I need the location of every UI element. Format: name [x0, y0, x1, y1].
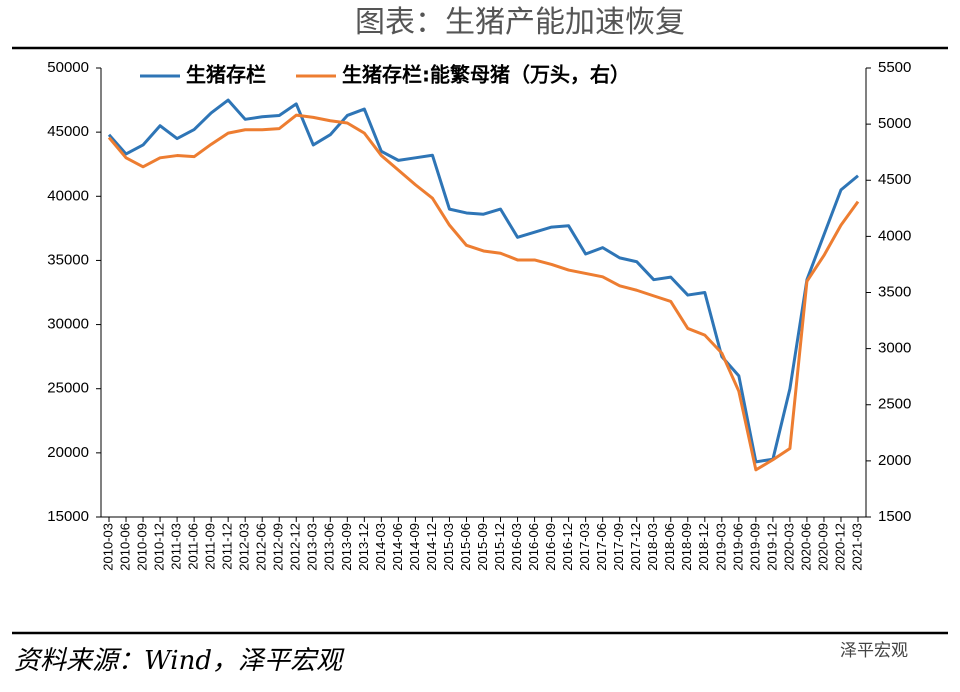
- x-tick-label: 2018-06: [662, 523, 677, 571]
- y2-tick-label: 3500: [878, 283, 911, 300]
- chart-title: 图表：生猪产能加速恢复: [355, 5, 685, 40]
- legend-label: 生猪存栏:能繁母猪（万头，右）: [342, 63, 630, 87]
- x-tick-label: 2015-03: [441, 523, 456, 571]
- x-tick-label: 2019-03: [713, 523, 728, 571]
- x-tick-label: 2016-06: [526, 523, 541, 571]
- y-tick-label: 40000: [47, 187, 89, 204]
- x-tick-label: 2017-09: [611, 523, 626, 571]
- y-tick-label: 35000: [47, 251, 89, 268]
- x-tick-label: 2019-12: [764, 523, 779, 571]
- x-tick-label: 2020-12: [832, 523, 847, 571]
- x-tick-label: 2018-03: [645, 523, 660, 571]
- x-tick-label: 2016-09: [543, 523, 558, 571]
- source: 资料来源：Wind，泽平宏观: [14, 646, 345, 676]
- x-tick-label: 2014-06: [390, 523, 405, 571]
- x-tick-label: 2012-12: [288, 523, 303, 571]
- y2-tick-label: 4500: [878, 171, 911, 188]
- x-tick-label: 2011-09: [203, 523, 218, 570]
- x-tick-label: 2016-03: [509, 523, 524, 571]
- x-tick-label: 2013-06: [322, 523, 337, 571]
- y2-tick-label: 2500: [878, 396, 911, 413]
- x-tick-label: 2014-09: [407, 523, 422, 571]
- x-tick-label: 2011-12: [220, 523, 235, 570]
- x-tick-label: 2011-06: [186, 523, 201, 570]
- x-tick-label: 2017-12: [628, 523, 643, 571]
- y2-tick-label: 1500: [878, 508, 911, 525]
- y2-tick-label: 3000: [878, 340, 911, 357]
- y-tick-label: 15000: [47, 508, 89, 525]
- x-tick-label: 2012-09: [271, 523, 286, 571]
- x-tick-label: 2013-03: [305, 523, 320, 571]
- x-tick-label: 2016-12: [560, 523, 575, 571]
- x-tick-label: 2021-03: [849, 523, 864, 571]
- y-tick-label: 20000: [47, 444, 89, 461]
- y-tick-label: 25000: [47, 380, 89, 397]
- y2-tick-label: 4000: [878, 227, 911, 244]
- x-tick-label: 2019-06: [730, 523, 745, 571]
- x-tick-label: 2010-12: [152, 523, 167, 571]
- y2-tick-label: 5500: [878, 59, 911, 76]
- x-tick-label: 2010-06: [117, 523, 132, 571]
- x-tick-label: 2012-03: [237, 523, 252, 571]
- x-tick-label: 2013-09: [339, 523, 354, 571]
- series-line: [107, 113, 860, 472]
- x-tick-label: 2014-03: [373, 523, 388, 571]
- y2-tick-label: 5000: [878, 115, 911, 132]
- x-tick-label: 2017-03: [577, 523, 592, 571]
- x-tick-label: 2015-12: [492, 523, 507, 571]
- x-tick-label: 2010-03: [100, 523, 115, 571]
- y-tick-label: 45000: [47, 123, 89, 140]
- legend-label: 生猪存栏: [186, 63, 266, 87]
- x-tick-label: 2011-03: [169, 523, 184, 570]
- x-tick-label: 2020-03: [781, 523, 796, 571]
- x-tick-label: 2015-09: [475, 523, 490, 571]
- watermark: 泽平宏观: [840, 641, 908, 661]
- x-tick-label: 2013-12: [356, 523, 371, 571]
- x-tick-label: 2010-09: [134, 523, 149, 571]
- x-tick-label: 2020-06: [798, 523, 813, 571]
- x-tick-label: 2012-06: [254, 523, 269, 571]
- x-tick-label: 2014-12: [424, 523, 439, 571]
- x-tick-label: 2015-06: [458, 523, 473, 571]
- y-tick-label: 30000: [47, 316, 89, 333]
- y2-tick-label: 2000: [878, 452, 911, 469]
- x-tick-label: 2019-09: [747, 523, 762, 571]
- x-tick-label: 2017-06: [594, 523, 609, 571]
- x-tick-label: 2018-12: [696, 523, 711, 571]
- y-tick-label: 50000: [47, 59, 89, 76]
- x-tick-label: 2020-09: [815, 523, 830, 571]
- x-tick-label: 2018-09: [679, 523, 694, 571]
- series-line: [107, 98, 859, 464]
